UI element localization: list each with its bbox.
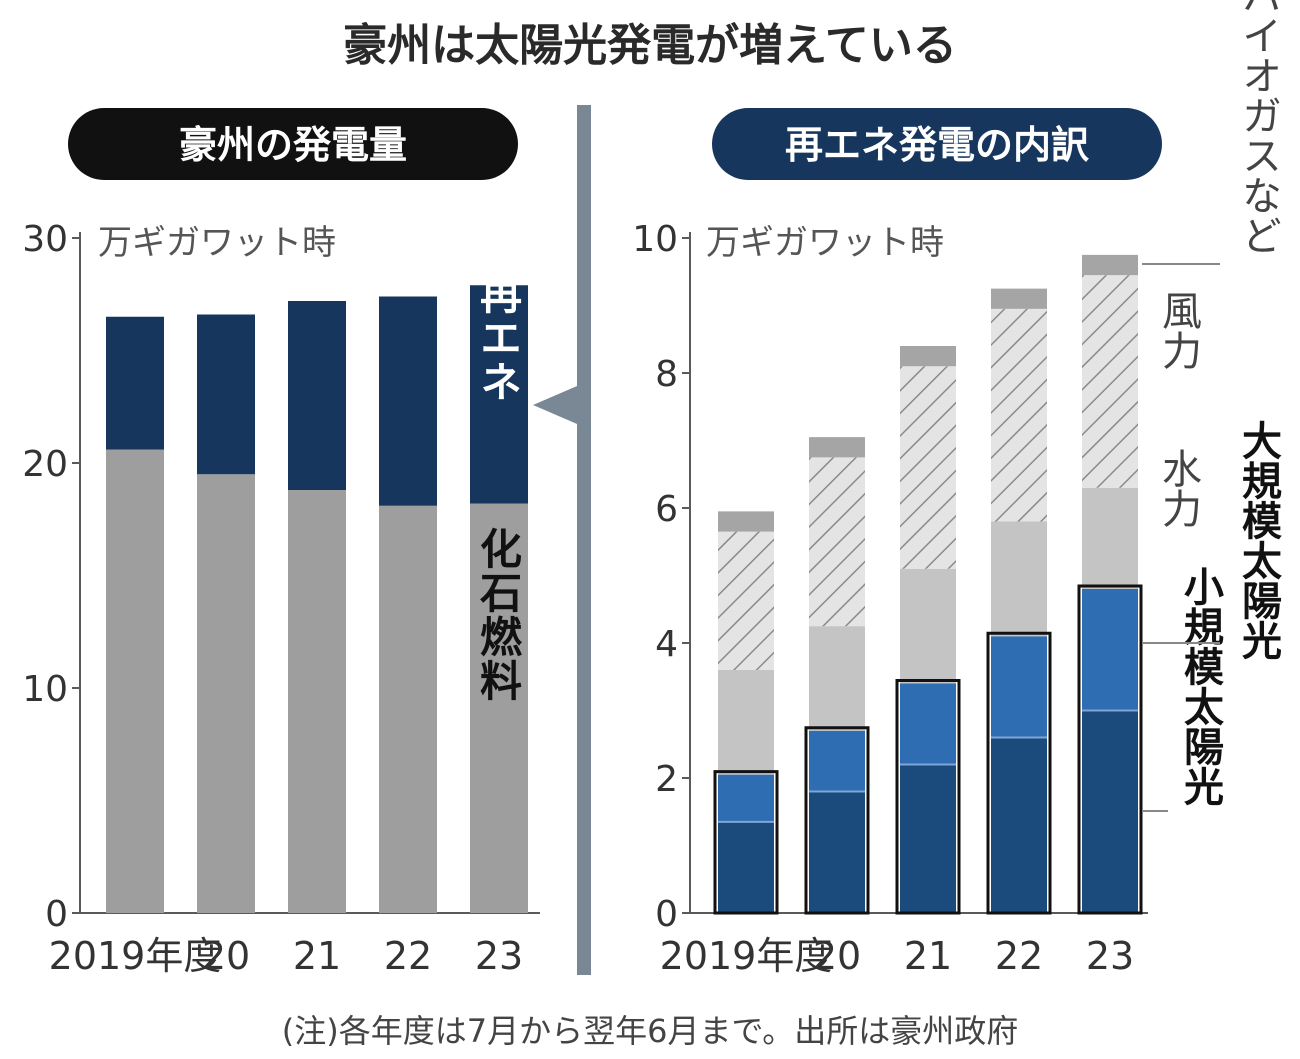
bar-biogas [809, 437, 865, 458]
bar-small-solar [1082, 710, 1138, 913]
bar-large-solar [1082, 589, 1138, 711]
solar-outline [895, 679, 961, 915]
bar-large-solar [718, 774, 774, 822]
bar-hydro [1082, 487, 1138, 589]
bar-renewable [197, 314, 255, 475]
y-tick-label: 0 [655, 894, 678, 935]
legend-large-solar: 大規模太陽光 [1235, 420, 1282, 660]
x-tick-label: 21 [904, 934, 952, 978]
solar-outline [986, 631, 1052, 915]
solar-outline [713, 770, 779, 915]
x-tick-label: 20 [202, 934, 250, 978]
bar-fossil [197, 474, 255, 913]
legend-fossil: 化石燃料 [474, 527, 523, 703]
bar-hydro [991, 521, 1047, 637]
bar-small-solar [991, 737, 1047, 913]
legend-biogas: バイオガスなど [1235, 0, 1281, 255]
left-unit-label: 万ギガワット時 [98, 223, 336, 263]
right-panel-title: 再エネ発電の内訳 [785, 123, 1089, 167]
x-tick-label: 22 [995, 934, 1043, 978]
y-tick-label: 20 [22, 444, 68, 485]
chart-title: 豪州は太陽光発電が増えている [343, 20, 957, 71]
bar-hydro [718, 670, 774, 775]
bar-wind [809, 457, 865, 627]
bar-large-solar [900, 683, 956, 765]
bar-biogas [900, 346, 956, 367]
bar-fossil [288, 490, 346, 913]
x-tick-label: 2019年度 [49, 934, 222, 978]
solar-outline [804, 726, 870, 915]
left-panel-title-pill [68, 108, 518, 180]
bar-large-solar [991, 636, 1047, 738]
bar-fossil [470, 503, 528, 913]
bar-hydro [900, 568, 956, 684]
legend-small-solar: 小規模太陽光 [1177, 566, 1224, 806]
x-tick-label: 23 [1086, 934, 1134, 978]
legend-renewable: 再エネ [474, 272, 523, 404]
footnote: (注)各年度は7月から翌年6月まで。出所は豪州政府 [282, 1012, 1018, 1050]
bar-biogas [1082, 254, 1138, 276]
y-tick-label: 2 [655, 759, 678, 800]
y-tick-label: 6 [655, 489, 678, 530]
bar-renewable [288, 301, 346, 490]
y-tick-label: 8 [655, 354, 678, 395]
y-tick-label: 4 [655, 624, 678, 665]
bar-small-solar [809, 791, 865, 913]
bar-hydro [809, 626, 865, 731]
bar-small-solar [900, 764, 956, 913]
left-panel-title: 豪州の発電量 [179, 123, 407, 167]
bar-wind [900, 366, 956, 569]
bar-fossil [106, 449, 164, 913]
x-tick-label: 23 [475, 934, 523, 978]
right-panel-title-pill [712, 108, 1162, 180]
y-tick-label: 10 [632, 219, 678, 260]
y-tick-label: 0 [45, 894, 68, 935]
x-tick-label: 2019年度 [660, 934, 833, 978]
bar-fossil [379, 505, 437, 913]
bar-wind [718, 531, 774, 670]
solar-outline [1077, 584, 1143, 915]
legend-wind: 風力 [1155, 290, 1201, 370]
x-tick-label: 22 [384, 934, 432, 978]
bar-renewable [106, 316, 164, 450]
y-tick-label: 30 [22, 219, 68, 260]
bar-small-solar [718, 821, 774, 913]
bar-biogas [991, 288, 1047, 309]
bar-wind [991, 308, 1047, 522]
divider-pointer [533, 380, 591, 430]
right-unit-label: 万ギガワット時 [706, 223, 944, 263]
bar-large-solar [809, 730, 865, 792]
bar-renewable [379, 296, 437, 506]
x-tick-label: 20 [813, 934, 861, 978]
bar-renewable [470, 285, 528, 504]
x-tick-label: 21 [293, 934, 341, 978]
legend-hydro: 水力 [1155, 448, 1201, 528]
y-tick-label: 10 [22, 669, 68, 710]
bar-biogas [718, 511, 774, 532]
bar-wind [1082, 275, 1138, 488]
